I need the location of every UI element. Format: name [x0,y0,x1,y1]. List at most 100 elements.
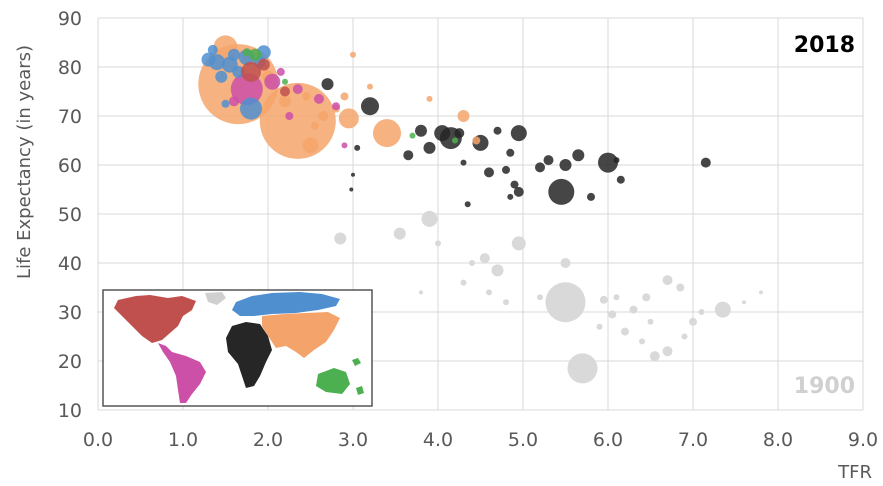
point-1900 [662,275,673,286]
point-africa [502,165,510,174]
point-1900 [639,338,645,345]
point-asia [318,111,329,121]
point-africa [559,159,572,171]
point-oceania [249,48,262,61]
world-map-legend [102,289,373,407]
x-tick-label: 9.0 [848,429,878,451]
data-points [198,35,763,384]
point-oceania [282,78,288,85]
point-asia [302,92,311,101]
point-1900 [421,210,438,227]
point-africa [423,141,436,154]
point-1900 [419,290,423,295]
point-africa [321,78,334,91]
x-tick-label: 5.0 [508,429,538,451]
point-asia [340,92,349,101]
point-1900 [560,258,571,268]
point-1900 [613,294,620,301]
point-africa [543,155,554,166]
point-africa [484,167,494,178]
x-axis-title: TFR [837,462,872,483]
point-1900 [393,227,406,240]
map-africa [226,322,272,388]
point-africa [415,124,427,137]
point-oceania [242,48,251,57]
point-americas [285,112,294,120]
point-americas [314,93,324,104]
point-asia [310,121,319,130]
point-africa [613,157,620,164]
point-1900 [621,327,629,336]
point-africa [439,127,462,150]
point-africa [493,126,502,135]
point-americas [341,142,348,149]
point-north-america [257,58,270,71]
year-label: 2018 [794,33,855,58]
point-europe [215,70,228,83]
point-africa [510,180,519,189]
point-europe [201,52,216,67]
point-1900 [511,236,526,251]
y-tick-label: 70 [58,106,82,128]
point-asia [259,82,336,159]
point-africa [700,157,711,168]
point-asia [373,119,401,148]
point-asia [457,110,470,122]
map-greenland [205,292,226,305]
point-1900 [567,353,598,384]
map-asia [262,312,340,358]
point-1900 [486,289,492,296]
point-1900 [649,351,660,362]
point-1900 [714,301,731,318]
point-1900 [503,299,509,306]
point-asia [338,108,359,129]
point-1900 [479,253,490,264]
point-asia [350,51,356,58]
point-1900 [681,333,688,340]
map-eurasia-north [232,292,340,316]
point-1900 [629,305,638,314]
point-north-america [280,86,290,97]
point-1900 [599,295,608,304]
y-tick-label: 80 [58,57,82,79]
point-africa [616,175,625,184]
ghost-year-label: 1900 [794,374,855,399]
y-tick-label: 20 [58,351,82,373]
x-tick-label: 6.0 [593,429,623,451]
point-americas [264,73,281,90]
point-asia [279,95,291,108]
point-asia [367,83,373,90]
x-tick-label: 3.0 [338,429,368,451]
point-1900 [460,279,467,286]
x-tick-label: 1.0 [168,429,198,451]
point-1900 [689,317,697,326]
point-1900 [469,260,475,266]
point-americas [276,67,285,76]
point-1900 [608,310,617,319]
point-north-america [241,61,261,82]
y-tick-label: 40 [58,253,82,275]
y-tick-label: 60 [58,155,82,177]
y-tick-label: 50 [58,204,82,226]
point-1900 [642,293,651,302]
point-1900 [537,294,543,301]
x-tick-label: 4.0 [423,429,453,451]
point-africa [464,201,471,208]
point-africa [598,152,618,173]
point-africa [513,186,524,197]
map-south-america [158,343,206,403]
y-tick-label: 30 [58,302,82,324]
y-axis-title: Life Expectancy (in years) [14,45,35,279]
map-north-america [114,295,196,343]
point-europe [232,65,245,78]
point-africa [572,149,585,162]
point-africa [403,150,414,161]
point-1900 [435,240,441,247]
point-1900 [596,323,603,330]
point-africa [460,159,467,166]
point-africa [506,148,515,157]
point-europe [221,99,230,108]
point-europe [207,44,218,55]
